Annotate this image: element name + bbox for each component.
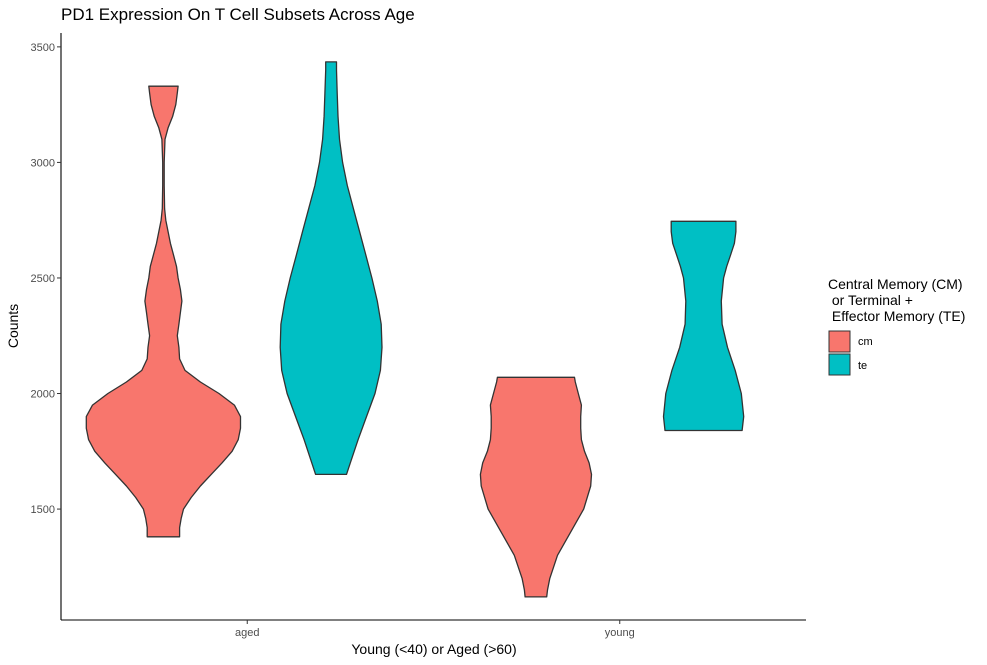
x-tick-label-aged: aged	[235, 627, 259, 639]
violin-aged-te	[279, 61, 383, 476]
violin-young-cm	[479, 376, 593, 598]
y-axis-title: Counts	[5, 304, 21, 348]
y-ticks: 1500 2000 2500 3000 3500	[31, 42, 61, 516]
legend: Central Memory (CM) or Terminal + Effect…	[828, 276, 965, 376]
y-tick-label: 3000	[31, 157, 55, 169]
violin-young-te	[662, 220, 745, 432]
y-tick-label: 3500	[31, 42, 55, 54]
x-ticks: aged young	[235, 620, 635, 639]
y-tick-label: 2000	[31, 389, 55, 401]
legend-key-te	[828, 353, 851, 376]
chart-title: PD1 Expression On T Cell Subsets Across …	[61, 5, 415, 24]
legend-title-line-2: or Terminal +	[828, 292, 913, 308]
x-tick-label-young: young	[605, 627, 635, 639]
violin-group	[85, 61, 745, 598]
legend-key-cm	[828, 330, 851, 353]
legend-title-line-3: Effector Memory (TE)	[828, 308, 965, 324]
y-tick-label: 2500	[31, 273, 55, 285]
legend-label-te: te	[858, 360, 867, 372]
legend-title-line-1: Central Memory (CM)	[828, 276, 963, 292]
violin-aged-cm	[85, 85, 242, 538]
x-axis-title: Young (<40) or Aged (>60)	[351, 641, 516, 657]
legend-label-cm: cm	[858, 336, 873, 348]
y-tick-label: 1500	[31, 504, 55, 516]
